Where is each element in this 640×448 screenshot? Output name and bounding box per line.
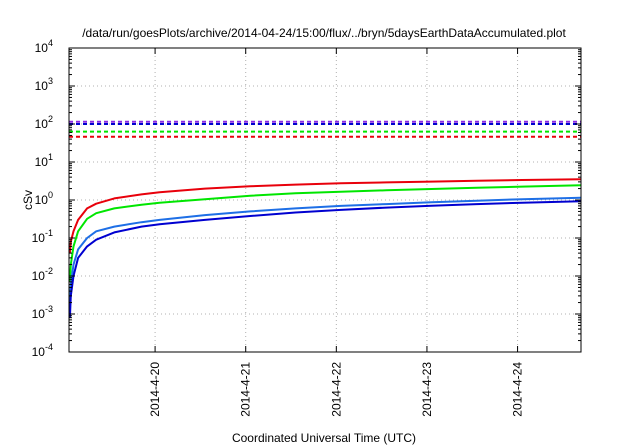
y-tick-label: 10-2 [32, 266, 53, 283]
x-tick-label: 2014-4-21 [239, 362, 253, 417]
x-tick-label: 2014-4-23 [420, 362, 434, 417]
y-tick-exponent: -4 [45, 342, 53, 352]
y-tick-exponent: -3 [45, 304, 53, 314]
y-tick-label: 103 [35, 76, 53, 93]
series-line-2 [68, 184, 582, 282]
y-tick-label: 104 [35, 38, 53, 55]
y-axis-label: cSv [21, 190, 35, 210]
series-line-4 [68, 200, 582, 318]
y-tick-exponent: 1 [48, 152, 53, 162]
x-tick-label: 2014-4-24 [511, 362, 525, 417]
y-tick-label: 10-3 [32, 304, 53, 321]
y-tick-exponent: 0 [48, 190, 53, 200]
x-tick-label: 2014-4-20 [148, 362, 162, 417]
y-tick-label: 10-4 [32, 342, 53, 359]
series-group [68, 120, 582, 318]
y-tick-label: 101 [35, 152, 53, 169]
y-tick-exponent: -1 [45, 228, 53, 238]
series-line-3 [68, 196, 582, 303]
y-tick-exponent: 4 [48, 38, 53, 48]
y-tick-exponent: -2 [45, 266, 53, 276]
y-tick-label: 100 [35, 190, 53, 207]
chart-title: /data/run/goesPlots/archive/2014-04-24/1… [82, 26, 566, 40]
y-tick-label: 10-1 [32, 228, 53, 245]
x-axis: 2014-4-20 2014-4-21 2014-4-22 2014-4-23 2014… [148, 48, 525, 417]
x-axis-label: Coordinated Universal Time (UTC) [232, 431, 416, 445]
series-line-1 [68, 178, 582, 254]
x-tick-label: 2014-4-22 [329, 362, 343, 417]
y-tick-exponent: 2 [48, 114, 53, 124]
y-tick-exponent: 3 [48, 76, 53, 86]
y-tick-label: 102 [35, 114, 53, 131]
